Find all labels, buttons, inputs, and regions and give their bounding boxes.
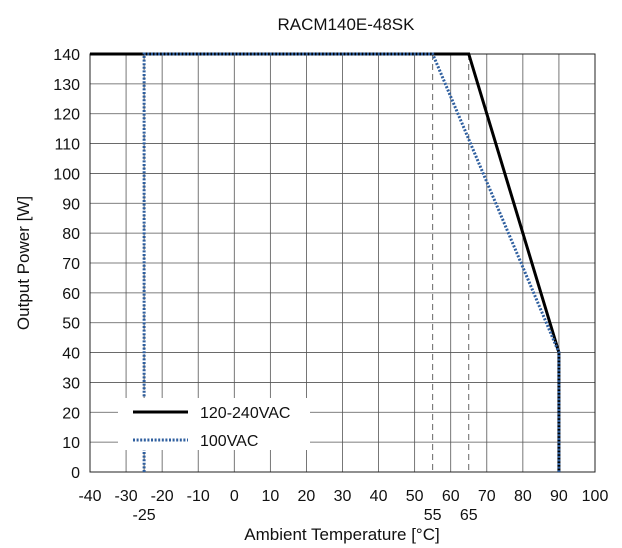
x-tick-label: -30 bbox=[115, 488, 138, 505]
y-tick-label: 20 bbox=[62, 405, 80, 422]
series-line-secondary bbox=[142, 52, 561, 472]
legend-background bbox=[118, 398, 310, 450]
y-tick-label: 60 bbox=[62, 286, 80, 303]
y-tick-label: 10 bbox=[62, 435, 80, 452]
x-tick-label: 0 bbox=[230, 488, 239, 505]
chart-title: RACM140E-48SK bbox=[277, 15, 415, 34]
y-tick-label: 30 bbox=[62, 375, 80, 392]
series-line-primary bbox=[90, 52, 561, 472]
y-axis-label: Output Power [W] bbox=[14, 196, 33, 330]
x-tick-labels: -40 -30 -20 -10 0 10 20 30 40 50 60 70 80 90 100 -25 55 6… bbox=[78, 488, 608, 524]
x-tick-label: -40 bbox=[78, 488, 101, 505]
series-group bbox=[90, 52, 561, 472]
y-tick-label: 90 bbox=[62, 196, 80, 213]
x-tick-label: 60 bbox=[442, 488, 460, 505]
x-axis-label: Ambient Temperature [°C] bbox=[244, 525, 439, 544]
x-tick-label: 40 bbox=[370, 488, 388, 505]
y-tick-label: 70 bbox=[62, 256, 80, 273]
x-tick-label: -20 bbox=[151, 488, 174, 505]
x-tick-label: 50 bbox=[406, 488, 424, 505]
x-tick-label: 70 bbox=[478, 488, 496, 505]
legend-label: 100VAC bbox=[200, 433, 258, 450]
y-tick-label: 40 bbox=[62, 346, 80, 363]
y-tick-label: 0 bbox=[71, 465, 80, 482]
x-extra-tick-label: 65 bbox=[460, 507, 478, 524]
x-tick-label: 30 bbox=[334, 488, 352, 505]
x-tick-label: 80 bbox=[514, 488, 532, 505]
y-tick-label: 100 bbox=[53, 166, 80, 183]
x-extra-tick-label: -25 bbox=[133, 507, 156, 524]
x-tick-label: 20 bbox=[298, 488, 316, 505]
x-tick-label: -10 bbox=[187, 488, 210, 505]
y-tick-labels: 0 10 20 30 40 50 60 70 80 90 100 110 120 130 140 bbox=[53, 47, 80, 482]
y-tick-label: 140 bbox=[53, 47, 80, 64]
x-tick-label: 10 bbox=[261, 488, 279, 505]
legend-label: 120-240VAC bbox=[200, 405, 290, 422]
y-tick-label: 80 bbox=[62, 226, 80, 243]
y-tick-label: 110 bbox=[54, 137, 80, 154]
y-tick-label: 120 bbox=[53, 107, 80, 124]
y-tick-label: 50 bbox=[62, 316, 80, 333]
x-extra-tick-label: 55 bbox=[424, 507, 442, 524]
y-tick-label: 130 bbox=[53, 77, 80, 94]
legend: 120-240VAC 100VAC bbox=[118, 398, 310, 450]
x-tick-label: 90 bbox=[550, 488, 568, 505]
x-tick-label: 100 bbox=[582, 488, 609, 505]
